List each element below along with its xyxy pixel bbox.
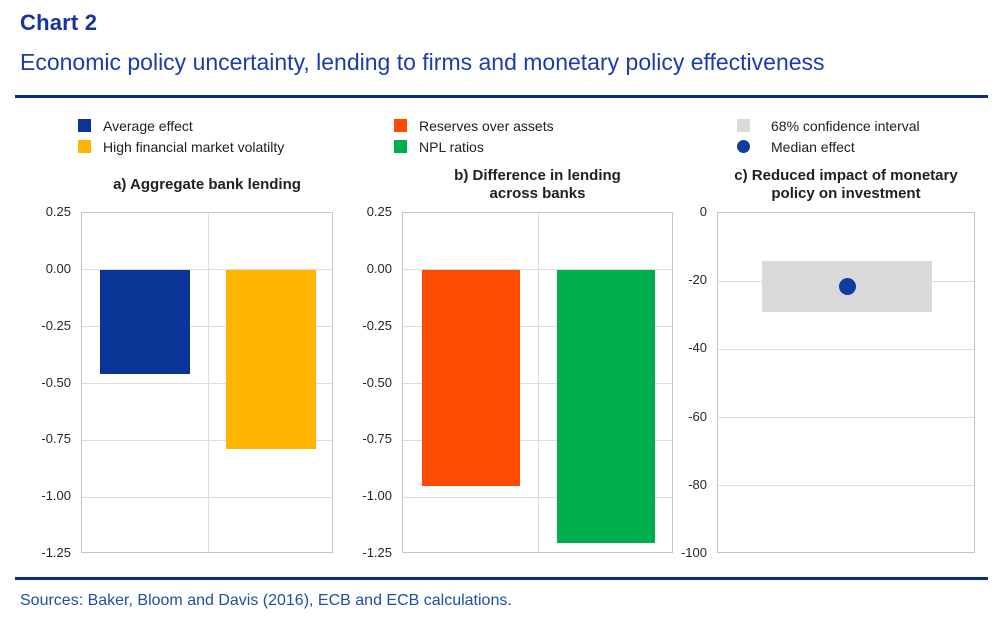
gridline — [82, 383, 332, 384]
bar-average-effect — [99, 269, 191, 375]
sources-note: Sources: Baker, Bloom and Davis (2016), … — [20, 592, 512, 609]
legend-item-npl-ratios: NPL ratios — [394, 138, 484, 155]
gridline — [403, 326, 672, 328]
y-tick-label: -1.25 — [41, 545, 71, 560]
y-tick-label: -0.50 — [41, 374, 71, 390]
legend-item-68-confidence-interval: 68% confidence interval — [737, 117, 920, 134]
legend-item-average-effect: Average effect — [78, 117, 193, 134]
legend-square-swatch-icon — [78, 119, 91, 132]
legend-item-median-effect: Median effect — [737, 138, 855, 155]
legend-label: Average effect — [103, 117, 193, 134]
gridline — [718, 348, 974, 350]
y-tick-label: -0.75 — [362, 431, 392, 447]
y-tick-label: 0.00 — [45, 260, 71, 276]
category-divider — [207, 213, 209, 552]
gridline — [403, 496, 672, 498]
y-tick-label: -100 — [680, 545, 707, 560]
panel-title-a: a) Aggregate bank lending — [81, 163, 333, 207]
y-tick-label: -0.25 — [41, 317, 71, 333]
panel-title-c: c) Reduced impact of monetary policy on i… — [717, 163, 975, 207]
plot-area-3 — [717, 212, 975, 553]
gridline — [718, 485, 974, 487]
panel-title-line: c) Reduced impact of monetary — [734, 167, 958, 184]
legend-square-swatch-icon — [394, 119, 407, 132]
y-tick-label: 0.25 — [366, 204, 392, 219]
chart-number-label: Chart 2 — [20, 10, 98, 35]
y-tick-label: 0 — [699, 204, 707, 219]
category-divider — [538, 213, 539, 552]
y-tick-label: -0.25 — [362, 317, 392, 333]
y-tick-label: -60 — [688, 408, 707, 424]
legend-square-swatch-icon — [394, 140, 407, 153]
gridline — [403, 383, 672, 384]
panel-title-line: a) Aggregate bank lending — [113, 176, 301, 193]
gridline — [403, 269, 672, 271]
legend-label: 68% confidence interval — [771, 117, 920, 134]
panel-title-line: across banks — [489, 185, 586, 202]
y-tick-label: -40 — [688, 340, 707, 356]
legend-item-reserves-over-assets: Reserves over assets — [394, 117, 554, 134]
plot-area-2 — [402, 212, 673, 553]
legend-label: High financial market volatilty — [103, 138, 285, 155]
bar-high-financial-market-volatilty — [225, 269, 317, 450]
y-tick-label: -1.25 — [362, 545, 392, 560]
gridline — [82, 496, 332, 498]
panel-title-line: b) Difference in lending — [454, 167, 621, 184]
gridline — [82, 439, 332, 441]
gridline — [82, 326, 332, 328]
panel-title-b: b) Difference in lending across banks — [402, 163, 673, 207]
y-tick-label: -20 — [688, 272, 707, 288]
bar-npl-ratios — [557, 269, 656, 543]
median-effect-dot — [838, 277, 856, 295]
y-tick-label: 0.00 — [366, 260, 392, 276]
legend-circle-swatch-icon — [737, 140, 750, 153]
y-tick-label: -1.00 — [362, 488, 392, 504]
legend-label: NPL ratios — [419, 138, 484, 155]
gridline — [82, 269, 332, 271]
legend-square-swatch-icon — [737, 119, 750, 132]
y-tick-label: -0.50 — [362, 374, 392, 390]
y-tick-label: -0.75 — [41, 431, 71, 447]
y-tick-label: -1.00 — [41, 488, 71, 504]
legend-label: Reserves over assets — [419, 117, 554, 134]
gridline — [718, 417, 974, 419]
y-tick-label: 0.25 — [45, 204, 71, 219]
legend-item-high-financial-market-volatilty: High financial market volatilty — [78, 138, 285, 155]
plot-area-1 — [81, 212, 333, 553]
legend-label: Median effect — [771, 138, 855, 155]
bottom-divider — [15, 577, 988, 580]
top-divider — [15, 95, 988, 98]
legend-square-swatch-icon — [78, 140, 91, 153]
bar-reserves-over-assets — [421, 269, 520, 486]
gridline — [403, 439, 672, 441]
panel-title-line: policy on investment — [771, 185, 921, 202]
page-title: Economic policy uncertainty, lending to … — [20, 49, 825, 75]
y-tick-label: -80 — [688, 476, 707, 492]
